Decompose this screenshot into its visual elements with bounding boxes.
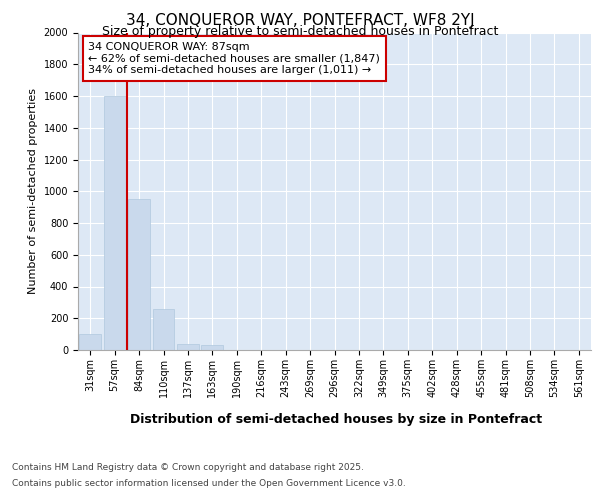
Text: Distribution of semi-detached houses by size in Pontefract: Distribution of semi-detached houses by … [130, 412, 542, 426]
Bar [104, 96, 125, 350]
Bar [177, 344, 199, 350]
Bar [128, 199, 150, 350]
Text: Size of property relative to semi-detached houses in Pontefract: Size of property relative to semi-detach… [102, 25, 498, 38]
Text: Contains public sector information licensed under the Open Government Licence v3: Contains public sector information licen… [12, 478, 406, 488]
Bar [152, 308, 175, 350]
Y-axis label: Number of semi-detached properties: Number of semi-detached properties [28, 88, 38, 294]
Text: Contains HM Land Registry data © Crown copyright and database right 2025.: Contains HM Land Registry data © Crown c… [12, 464, 364, 472]
Bar [202, 345, 223, 350]
Text: 34, CONQUEROR WAY, PONTEFRACT, WF8 2YJ: 34, CONQUEROR WAY, PONTEFRACT, WF8 2YJ [125, 12, 475, 28]
Text: 34 CONQUEROR WAY: 87sqm
← 62% of semi-detached houses are smaller (1,847)
34% of: 34 CONQUEROR WAY: 87sqm ← 62% of semi-de… [88, 42, 380, 75]
Bar [79, 334, 101, 350]
